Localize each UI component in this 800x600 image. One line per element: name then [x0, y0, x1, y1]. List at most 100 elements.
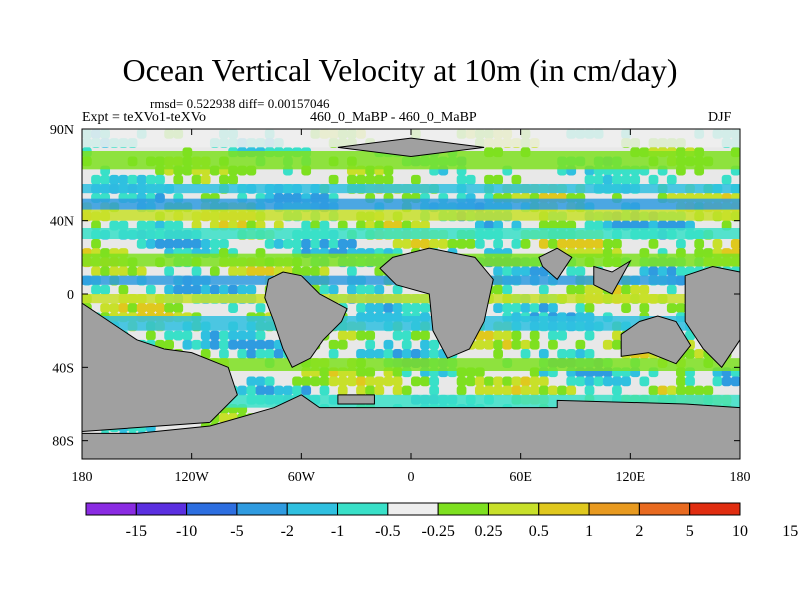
field-cell	[365, 385, 376, 396]
field-cell	[319, 266, 330, 277]
field-cell	[155, 220, 165, 231]
field-cell	[584, 385, 595, 396]
field-cell	[237, 349, 248, 359]
colorbar-box	[186, 502, 238, 516]
field-cell	[401, 385, 412, 396]
field-cell	[566, 349, 577, 359]
field-cell	[584, 239, 595, 249]
field-cell	[584, 349, 595, 359]
field-cell	[328, 376, 339, 387]
field-cell	[520, 239, 531, 249]
field-cell	[630, 284, 641, 295]
field-cell	[264, 385, 275, 396]
field-cell	[173, 303, 184, 313]
field-cell	[721, 376, 732, 387]
field-cell	[493, 385, 503, 396]
field-cell	[602, 339, 613, 350]
field-cell	[566, 284, 577, 295]
field-cell	[676, 239, 686, 249]
field-cell	[648, 174, 659, 185]
field-cell	[529, 376, 540, 387]
field-cell	[411, 303, 421, 313]
field-cell	[712, 376, 723, 387]
field-cell	[109, 220, 120, 231]
field-cell	[191, 174, 202, 185]
field-cell	[219, 330, 229, 341]
field-cell	[520, 385, 531, 396]
field-cell	[639, 376, 650, 387]
field-cell	[703, 385, 714, 396]
field-cell	[511, 330, 522, 341]
field-cell	[246, 339, 257, 350]
field-cell	[273, 349, 284, 359]
field-cell	[429, 385, 440, 396]
colorbar-label: 2	[635, 523, 643, 540]
colorbar-label: -1	[331, 523, 344, 540]
field-cell	[548, 239, 558, 249]
field-cell	[200, 239, 211, 249]
field-cell	[612, 174, 622, 185]
field-cell	[109, 266, 120, 277]
field-cell	[401, 339, 412, 350]
field-cell	[548, 220, 558, 231]
field-cell	[228, 174, 238, 185]
field-cell	[465, 174, 476, 185]
field-cell	[209, 284, 220, 295]
colorbar-box	[638, 502, 691, 516]
colorbar-label: 1	[585, 523, 593, 540]
field-cell	[557, 220, 567, 231]
field-cell	[273, 220, 284, 231]
field-cell	[365, 330, 376, 341]
field-cell	[219, 339, 229, 350]
field-cell	[356, 220, 366, 231]
field-cell	[657, 266, 668, 277]
land-southern-island	[337, 394, 375, 405]
field-cell	[255, 385, 266, 396]
field-cell	[237, 284, 248, 295]
field-cell	[676, 376, 686, 387]
field-cell	[255, 266, 266, 277]
field-cell	[91, 266, 101, 277]
field-cell	[356, 376, 366, 387]
field-cell	[209, 220, 220, 231]
field-cell	[511, 174, 522, 185]
field-cell	[173, 220, 184, 231]
colorbar-label: 10	[732, 523, 748, 540]
field-cell	[584, 376, 595, 387]
field-cell	[347, 174, 357, 185]
land-arctic-fringe	[337, 137, 485, 158]
field-cell	[337, 220, 348, 231]
field-cell	[621, 376, 631, 387]
land-south-america	[264, 271, 348, 369]
field-cell	[219, 284, 229, 295]
land-eastern-land	[684, 265, 740, 369]
field-cell	[493, 303, 503, 313]
field-cell	[529, 303, 540, 313]
field-cell	[630, 174, 641, 185]
land-indian-subcontinent	[538, 247, 573, 281]
field-cell	[612, 339, 622, 350]
field-cell	[392, 330, 403, 341]
field-cell	[292, 385, 302, 396]
field-cell	[456, 174, 467, 185]
field-cell	[255, 376, 266, 387]
field-cell	[420, 349, 430, 359]
field-cell	[200, 330, 211, 341]
field-cell	[401, 303, 412, 313]
colorbar-box	[487, 502, 540, 516]
field-cell	[182, 339, 193, 350]
field-cell	[438, 239, 449, 249]
field-cell	[374, 303, 385, 313]
colorbar-label: -2	[281, 523, 294, 540]
field-cell	[337, 330, 348, 341]
field-cell	[584, 220, 595, 231]
field-cell	[337, 376, 348, 387]
field-cell	[694, 385, 705, 396]
field-cell	[255, 303, 266, 313]
field-cell	[292, 376, 302, 387]
field-cell	[173, 284, 184, 295]
field-cell	[392, 220, 403, 231]
field-cell	[319, 239, 330, 249]
field-cell	[502, 330, 513, 341]
field-cell	[191, 284, 202, 295]
